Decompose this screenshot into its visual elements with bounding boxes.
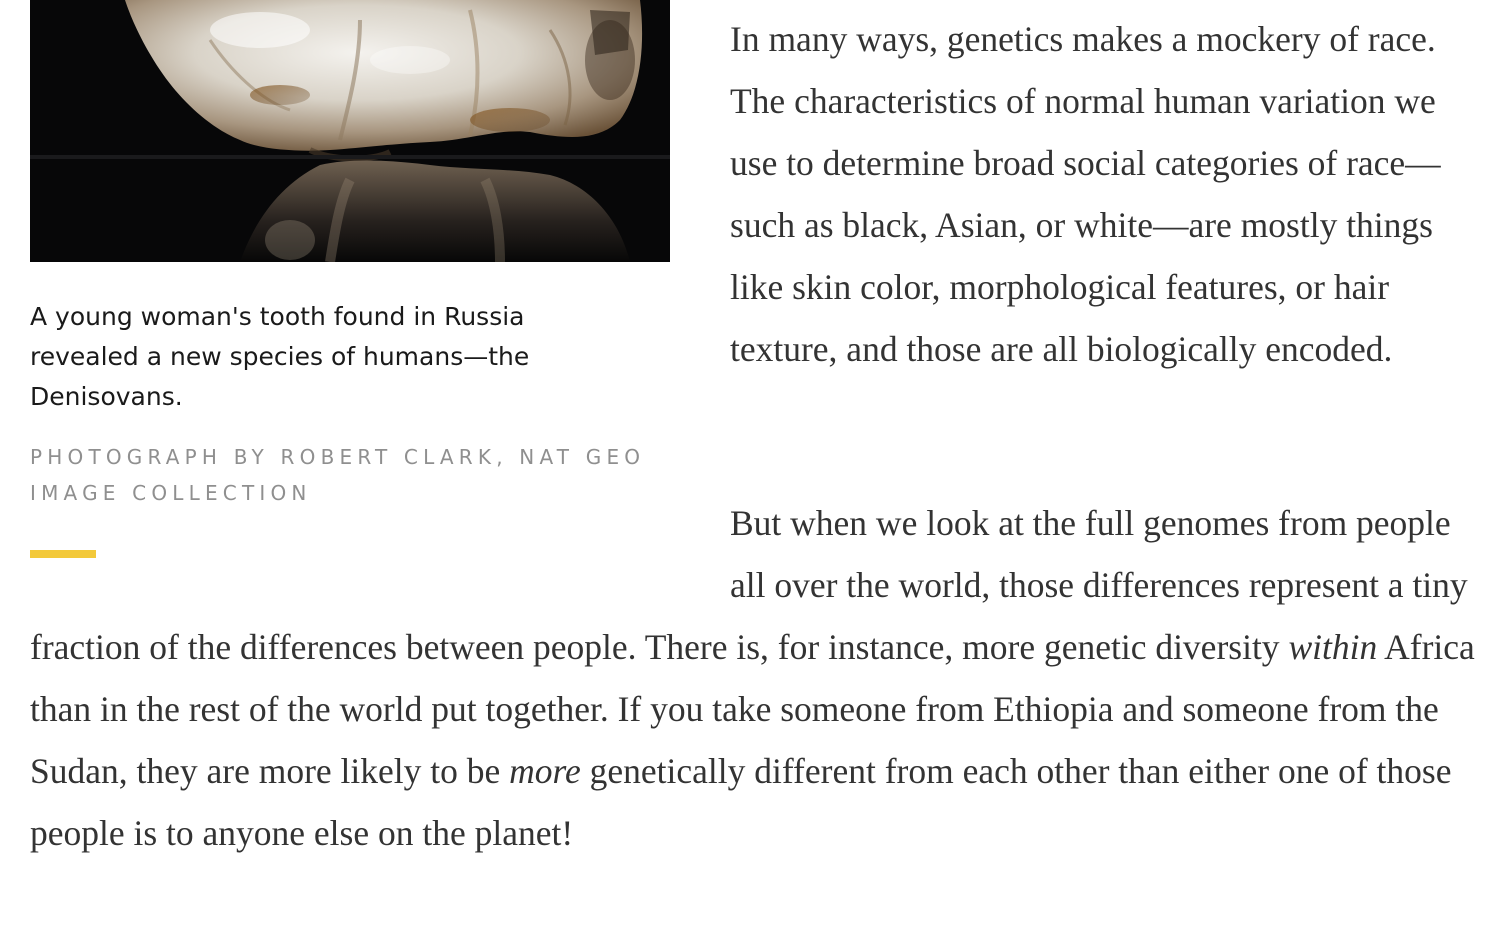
article-paragraph-1: In many ways, genetics makes a mockery o… bbox=[730, 19, 1441, 369]
tooth-image bbox=[30, 0, 670, 262]
photo-caption: A young woman's tooth found in Russia re… bbox=[30, 302, 530, 411]
float-spacer bbox=[30, 492, 730, 616]
photo-credit: PHOTOGRAPH BY ROBERT CLARK, NAT GEO IMAG… bbox=[30, 445, 646, 505]
tooth-photo bbox=[30, 0, 670, 262]
paragraph-2-emphasis-more: more bbox=[509, 751, 581, 791]
accent-bar bbox=[30, 550, 96, 558]
article-paragraph-2: But when we look at the full genomes fro… bbox=[30, 492, 1480, 864]
article-figure: A young woman's tooth found in Russia re… bbox=[30, 0, 670, 558]
paragraph-2-text-2: Africa than in the rest of the world put… bbox=[30, 627, 1475, 791]
paragraph-2-emphasis-within: within bbox=[1288, 627, 1378, 667]
paragraph-2-text-3: genetically different from each other th… bbox=[30, 751, 1452, 853]
paragraph-2-text-1: But when we look at the full genomes fro… bbox=[30, 503, 1468, 667]
